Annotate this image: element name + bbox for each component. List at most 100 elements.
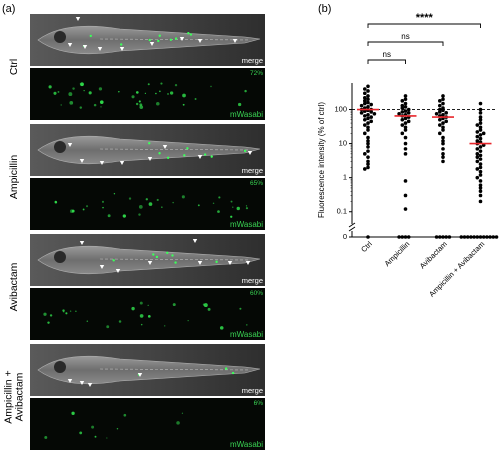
data-point (366, 112, 370, 117)
fluor-spot (99, 100, 104, 104)
fluor-spot (49, 314, 53, 317)
fluor-spot (43, 312, 47, 316)
data-point (478, 136, 483, 141)
data-point (363, 114, 367, 118)
fluor-spot (72, 87, 75, 90)
arrowhead (119, 161, 125, 165)
data-point (366, 149, 370, 153)
data-point (475, 155, 480, 159)
fluor-spot (169, 38, 173, 41)
fluor-spot (122, 214, 126, 218)
fluor-spot (158, 152, 161, 155)
data-point (397, 111, 401, 116)
data-point (478, 117, 483, 122)
x-tick-label: Ampicillin (383, 239, 412, 268)
data-point (366, 116, 370, 121)
arrowhead (192, 239, 198, 243)
fluor-spot (106, 437, 108, 439)
channel-label: mWasabi (230, 330, 263, 339)
data-point (441, 141, 445, 146)
fluor-spot (181, 195, 185, 199)
data-point (465, 235, 470, 239)
data-point (406, 111, 411, 115)
fluor-spot (187, 320, 189, 322)
data-point (475, 235, 480, 239)
fluor-spot (79, 83, 82, 85)
fluor-spot (148, 202, 153, 206)
fluor-spot (245, 205, 248, 207)
data-point (363, 152, 367, 156)
fluor-spot (94, 435, 97, 438)
row-label: Ctrl (8, 59, 20, 75)
fluor-spot (186, 147, 189, 150)
fluor-spot (174, 261, 177, 264)
fluor-spot (167, 93, 169, 95)
fluorescence-image (30, 398, 265, 450)
fluor-spot (91, 425, 95, 429)
fluor-spot (139, 314, 144, 318)
arrowhead (87, 383, 93, 387)
data-point (366, 141, 370, 146)
fluor-spot (212, 202, 215, 205)
data-point (478, 173, 483, 177)
fluor-spot (230, 215, 233, 218)
data-point (403, 141, 408, 146)
data-point (478, 189, 483, 194)
fluor-spot (147, 314, 151, 318)
data-point (369, 119, 374, 124)
fluor-spot (69, 100, 74, 105)
significance-bracket (367, 23, 481, 28)
fluor-spot (187, 32, 190, 35)
channel-label: mWasabi (230, 110, 263, 119)
data-point (438, 131, 442, 136)
arrowhead (67, 143, 73, 147)
data-point (475, 175, 480, 180)
fluor-spot (207, 307, 211, 311)
axis-break (348, 226, 356, 232)
data-point (481, 131, 486, 136)
fluor-spot (106, 325, 110, 329)
data-point (444, 235, 449, 239)
data-point (434, 111, 439, 116)
data-point (363, 167, 367, 171)
data-point (403, 135, 408, 140)
data-point (363, 131, 367, 136)
data-point (478, 111, 483, 115)
fluor-spot (189, 33, 193, 36)
arrowhead (137, 373, 143, 377)
data-point (400, 117, 405, 122)
data-point (441, 235, 445, 239)
fluor-spot (197, 204, 200, 207)
data-point (478, 165, 483, 170)
data-point (478, 153, 483, 158)
data-point (403, 105, 408, 109)
data-point (366, 121, 370, 125)
fluorescence-image (30, 178, 265, 230)
fluor-spot (219, 326, 224, 330)
fluor-spot (100, 106, 102, 108)
data-point (366, 97, 370, 102)
data-point (406, 119, 411, 124)
channel-label: mWasabi (230, 440, 263, 449)
data-point (403, 116, 408, 121)
data-point (366, 139, 370, 143)
data-point (438, 110, 442, 114)
fluor-spot (155, 255, 159, 259)
arrowhead (232, 39, 238, 43)
data-point (441, 108, 445, 113)
data-point (441, 159, 445, 164)
fluor-spot (86, 320, 89, 322)
arrowhead (79, 241, 85, 245)
arrowhead (99, 161, 105, 165)
x-tick-label: Avibactam (418, 239, 449, 270)
data-point (400, 99, 405, 103)
data-point (403, 97, 408, 102)
fluor-spot (182, 93, 186, 98)
y-tick-label: 1 (343, 173, 347, 182)
data-point (478, 162, 483, 166)
data-point (372, 111, 377, 116)
data-point (403, 125, 408, 130)
data-point (441, 101, 445, 106)
fluor-spot (71, 209, 75, 213)
data-point (475, 152, 480, 156)
